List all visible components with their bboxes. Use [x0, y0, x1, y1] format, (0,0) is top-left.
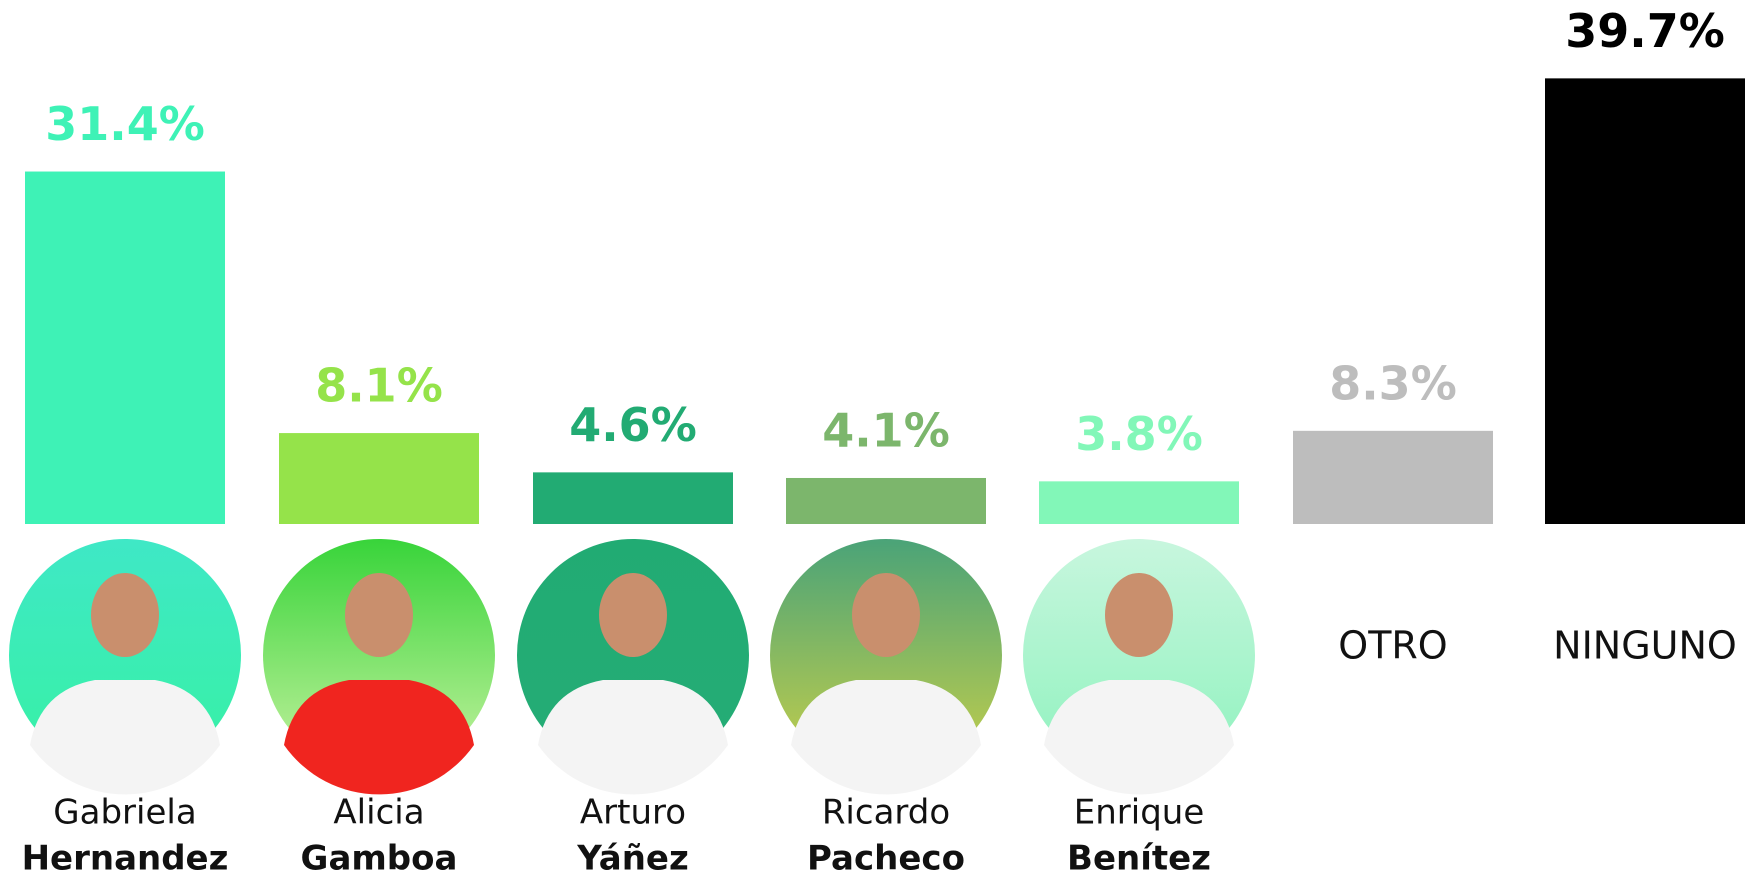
value-label: 4.6%	[569, 398, 697, 452]
value-label: 8.3%	[1329, 356, 1457, 410]
candidate-last-name: Gamboa	[301, 839, 458, 872]
bar	[25, 171, 225, 524]
bar	[1039, 481, 1239, 524]
value-label: 8.1%	[315, 359, 443, 413]
candidate-first-name: Gabriela	[53, 793, 196, 833]
candidate-last-name: Benítez	[1067, 839, 1211, 872]
value-label: 31.4%	[45, 97, 205, 151]
bar	[1293, 430, 1493, 524]
value-label: 39.7%	[1565, 4, 1725, 58]
candidate-last-name: Yáñez	[576, 839, 689, 872]
candidate-first-name: Alicia	[333, 793, 424, 833]
value-label: 4.1%	[822, 403, 950, 457]
value-label: 3.8%	[1075, 407, 1203, 461]
photo-face	[345, 573, 413, 657]
photo-shirt	[284, 680, 474, 795]
candidate-last-name: Pacheco	[807, 839, 965, 872]
bar	[533, 472, 733, 524]
candidate-last-name: Hernandez	[22, 839, 229, 872]
photo-face	[91, 573, 159, 657]
category-label: NINGUNO	[1553, 624, 1737, 668]
bar	[786, 477, 986, 524]
photo-face	[1105, 573, 1173, 657]
category-label: OTRO	[1338, 624, 1447, 668]
photo-shirt	[30, 680, 220, 795]
photo-shirt	[791, 680, 981, 795]
photo-face	[852, 573, 920, 657]
photo-shirt	[1044, 680, 1234, 795]
bar	[1545, 78, 1745, 525]
candidate-first-name: Ricardo	[822, 793, 950, 833]
photo-face	[599, 573, 667, 657]
photo-shirt	[538, 680, 728, 795]
candidate-first-name: Arturo	[580, 793, 686, 833]
candidate-first-name: Enrique	[1074, 793, 1205, 833]
bar	[279, 433, 479, 524]
